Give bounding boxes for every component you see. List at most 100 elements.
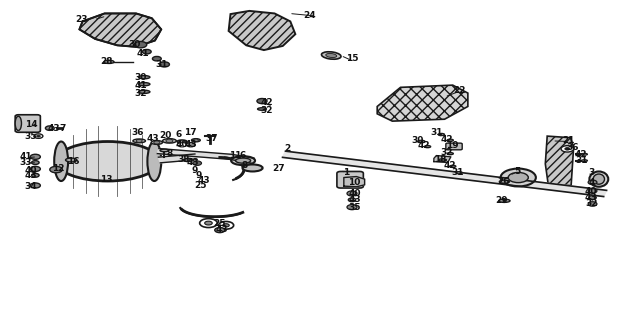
Circle shape xyxy=(215,228,225,233)
Circle shape xyxy=(192,161,201,165)
Ellipse shape xyxy=(163,139,176,143)
Circle shape xyxy=(588,202,597,206)
Ellipse shape xyxy=(183,158,193,162)
Polygon shape xyxy=(434,156,451,163)
Circle shape xyxy=(166,139,173,143)
Ellipse shape xyxy=(133,139,146,143)
Text: 31: 31 xyxy=(156,60,168,69)
Circle shape xyxy=(179,140,184,143)
Text: 5: 5 xyxy=(514,167,520,176)
Ellipse shape xyxy=(15,116,21,131)
Ellipse shape xyxy=(593,174,604,184)
Ellipse shape xyxy=(418,140,425,143)
Ellipse shape xyxy=(177,140,187,143)
Ellipse shape xyxy=(56,141,160,181)
Text: 13: 13 xyxy=(100,175,113,184)
Text: 36: 36 xyxy=(132,128,144,137)
Text: 4: 4 xyxy=(588,178,594,187)
Circle shape xyxy=(199,219,217,228)
Polygon shape xyxy=(283,151,606,196)
FancyBboxPatch shape xyxy=(15,115,40,132)
Text: 15: 15 xyxy=(346,54,358,63)
Circle shape xyxy=(347,204,357,210)
Circle shape xyxy=(565,148,570,150)
Ellipse shape xyxy=(257,108,266,110)
Circle shape xyxy=(193,139,198,141)
Text: 31: 31 xyxy=(451,168,463,177)
Ellipse shape xyxy=(54,141,68,181)
Ellipse shape xyxy=(235,158,251,163)
Text: 19: 19 xyxy=(447,141,459,150)
Text: 42: 42 xyxy=(440,135,453,144)
Text: 8: 8 xyxy=(167,149,172,158)
Text: 7: 7 xyxy=(59,124,66,132)
Text: 11: 11 xyxy=(228,151,241,160)
Circle shape xyxy=(218,221,233,229)
Text: 9: 9 xyxy=(191,166,198,175)
Text: 32: 32 xyxy=(440,148,452,157)
Ellipse shape xyxy=(66,158,77,162)
Text: 36: 36 xyxy=(566,143,579,152)
Polygon shape xyxy=(344,177,365,187)
Text: 43: 43 xyxy=(25,171,37,180)
Ellipse shape xyxy=(139,76,150,79)
Ellipse shape xyxy=(139,83,150,86)
Circle shape xyxy=(153,56,162,61)
Circle shape xyxy=(154,141,160,144)
Text: 32: 32 xyxy=(260,106,273,115)
FancyBboxPatch shape xyxy=(337,172,363,188)
Circle shape xyxy=(508,172,528,183)
Circle shape xyxy=(32,173,39,177)
Ellipse shape xyxy=(191,139,200,142)
Text: 43: 43 xyxy=(186,158,199,167)
Text: 30: 30 xyxy=(411,136,423,145)
Ellipse shape xyxy=(104,60,114,63)
Text: 43: 43 xyxy=(147,134,160,143)
Circle shape xyxy=(177,142,186,147)
Text: 42: 42 xyxy=(418,141,430,150)
Circle shape xyxy=(30,166,40,172)
Ellipse shape xyxy=(498,199,510,202)
Circle shape xyxy=(588,189,597,193)
Text: 41: 41 xyxy=(137,49,150,58)
Text: 6: 6 xyxy=(175,130,181,139)
Text: 42: 42 xyxy=(260,98,273,107)
Text: 33: 33 xyxy=(20,158,32,167)
Text: 32: 32 xyxy=(134,89,147,98)
Text: 6: 6 xyxy=(240,151,246,160)
Text: 17: 17 xyxy=(184,128,197,137)
Text: 40: 40 xyxy=(585,187,598,196)
Text: 31: 31 xyxy=(575,156,587,165)
Text: 25: 25 xyxy=(194,181,207,190)
Text: 16: 16 xyxy=(67,157,80,166)
Text: 41: 41 xyxy=(20,152,32,161)
Text: 40: 40 xyxy=(176,140,188,149)
Text: 12: 12 xyxy=(52,164,65,173)
Text: 23: 23 xyxy=(75,15,88,24)
Ellipse shape xyxy=(242,164,262,172)
Circle shape xyxy=(500,169,536,187)
Text: 9: 9 xyxy=(196,172,202,180)
Circle shape xyxy=(348,198,356,202)
Text: 3: 3 xyxy=(588,168,594,177)
Polygon shape xyxy=(80,13,162,47)
Ellipse shape xyxy=(321,52,341,59)
Ellipse shape xyxy=(454,146,459,148)
Text: 30: 30 xyxy=(134,73,146,82)
Text: 43: 43 xyxy=(48,124,61,132)
Polygon shape xyxy=(377,85,468,121)
Ellipse shape xyxy=(439,159,447,161)
Ellipse shape xyxy=(447,139,454,141)
Ellipse shape xyxy=(589,172,608,187)
Text: 41: 41 xyxy=(134,81,147,90)
Text: 2: 2 xyxy=(284,144,290,153)
Circle shape xyxy=(34,134,43,138)
Text: 32: 32 xyxy=(585,199,598,208)
Polygon shape xyxy=(228,11,295,50)
Ellipse shape xyxy=(499,180,509,183)
Circle shape xyxy=(223,224,229,227)
Text: 40: 40 xyxy=(25,166,37,175)
Circle shape xyxy=(134,42,147,48)
Circle shape xyxy=(32,161,39,164)
Text: 20: 20 xyxy=(160,131,172,140)
